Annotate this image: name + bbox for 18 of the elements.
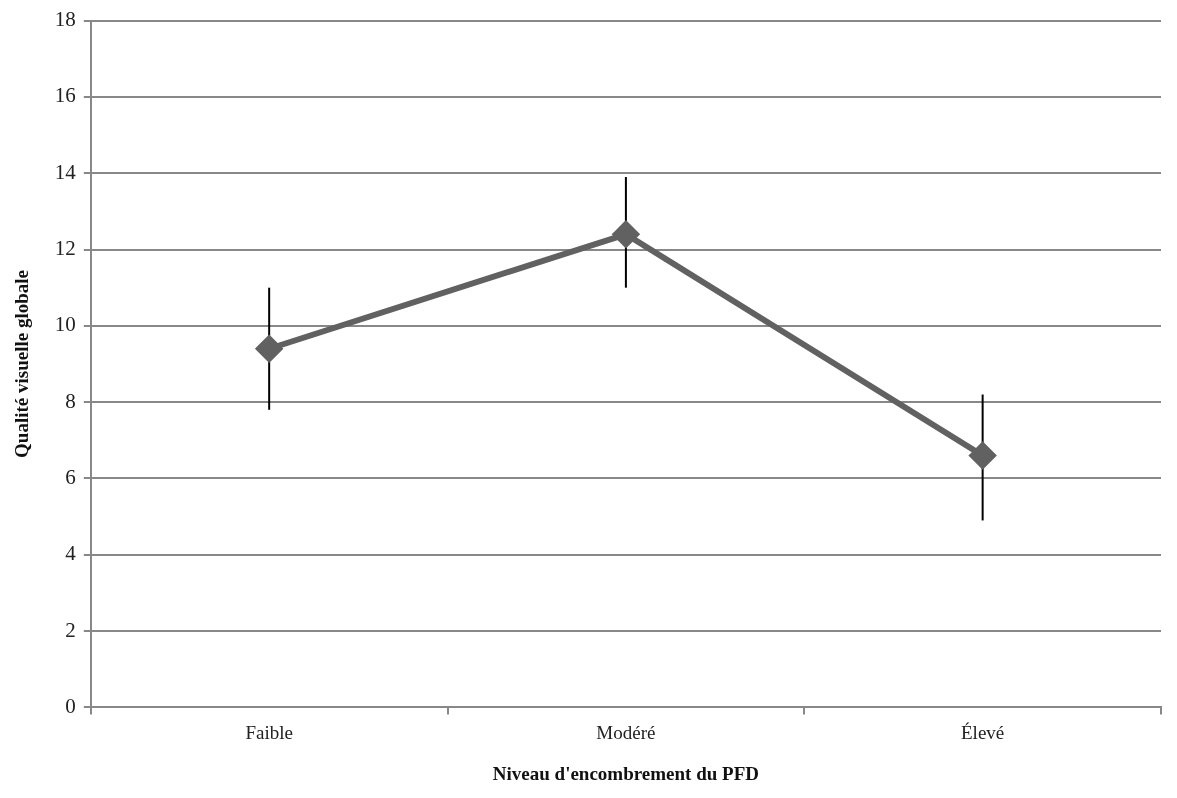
y-tick-label: 0 [65, 693, 76, 718]
y-axis-title: Qualité visuelle globale [11, 270, 33, 458]
x-axis-title: Niveau d'encombrement du PFD [492, 762, 759, 784]
y-tick-label: 8 [65, 388, 76, 413]
x-tick-label: Faible [245, 721, 293, 743]
y-tick-label: 6 [65, 464, 76, 489]
y-tick-label: 2 [65, 617, 76, 642]
point [256, 335, 283, 362]
y-tick-label: 10 [54, 312, 76, 337]
x-tick-label: Élevé [961, 721, 1005, 743]
y-tick-label: 12 [54, 236, 76, 261]
point [612, 221, 639, 248]
y-tick-label: 14 [54, 159, 77, 184]
y-tick-label: 18 [54, 7, 76, 32]
x-tick-label: Modéré [596, 721, 656, 743]
point [969, 442, 996, 469]
y-tick-label: 16 [54, 83, 76, 108]
y-tick-label: 4 [65, 541, 77, 566]
